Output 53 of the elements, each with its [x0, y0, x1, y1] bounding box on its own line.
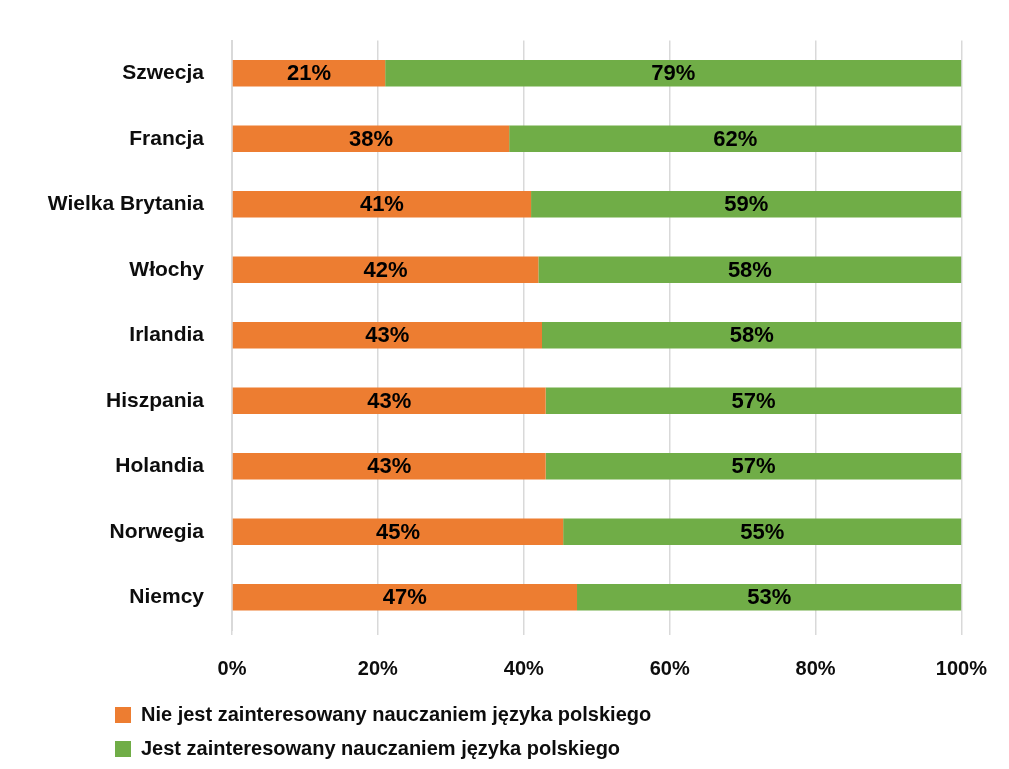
bar [545, 453, 962, 480]
y-tick-label: Holandia [115, 453, 205, 477]
data-label: 38% [348, 125, 393, 151]
data-label: 62% [713, 125, 758, 151]
data-label: 45% [375, 518, 420, 544]
legend-label: Jest zainteresowany nauczaniem języka polskiego [141, 736, 621, 759]
bar [232, 256, 539, 284]
bar [545, 387, 962, 415]
y-tick-label: Francja [129, 125, 205, 149]
y-tick-label: Niemcy [129, 584, 205, 608]
data-label: 43% [367, 453, 412, 479]
data-label: 79% [651, 60, 696, 86]
y-tick-label: Irlandia [129, 322, 205, 346]
x-tick-label: 60% [649, 656, 690, 679]
bar [538, 256, 962, 284]
data-label: 57% [731, 453, 776, 479]
data-label: 41% [359, 191, 404, 217]
bar [232, 518, 564, 546]
bar [542, 322, 962, 349]
data-label: 43% [367, 387, 412, 413]
data-label: 57% [731, 387, 776, 413]
y-tick-label: Wielka Brytania [47, 191, 205, 215]
bar [232, 322, 543, 349]
bar [232, 453, 546, 480]
bar [531, 191, 962, 218]
data-label: 42% [363, 256, 408, 282]
bar [232, 125, 510, 153]
data-label: 47% [382, 584, 427, 610]
bar [232, 583, 578, 611]
bar [563, 518, 962, 546]
bar [232, 191, 532, 218]
x-tick-label: 0% [217, 656, 247, 679]
x-tick-label: 80% [795, 656, 836, 679]
data-label: 59% [724, 191, 769, 217]
y-tick-label: Włochy [129, 256, 205, 280]
legend-label: Nie jest zainteresowany nauczaniem języka polskiego [141, 702, 652, 725]
bar [232, 60, 386, 87]
y-tick-label: Norwegia [109, 518, 205, 542]
data-label: 55% [740, 518, 785, 544]
bar [577, 583, 962, 611]
data-label: 58% [727, 256, 772, 282]
y-tick-label: Hiszpania [105, 387, 205, 411]
x-tick-label: 40% [503, 656, 544, 679]
x-tick-label: 100% [935, 656, 988, 679]
data-label: 43% [365, 322, 410, 348]
data-label: 58% [729, 322, 774, 348]
bar [385, 60, 962, 87]
data-label: 53% [747, 584, 792, 610]
bar [509, 125, 962, 153]
x-tick-label: 20% [357, 656, 399, 679]
y-tick-label: Szwecja [122, 60, 205, 84]
data-label: 21% [286, 60, 331, 86]
bar [232, 387, 546, 415]
